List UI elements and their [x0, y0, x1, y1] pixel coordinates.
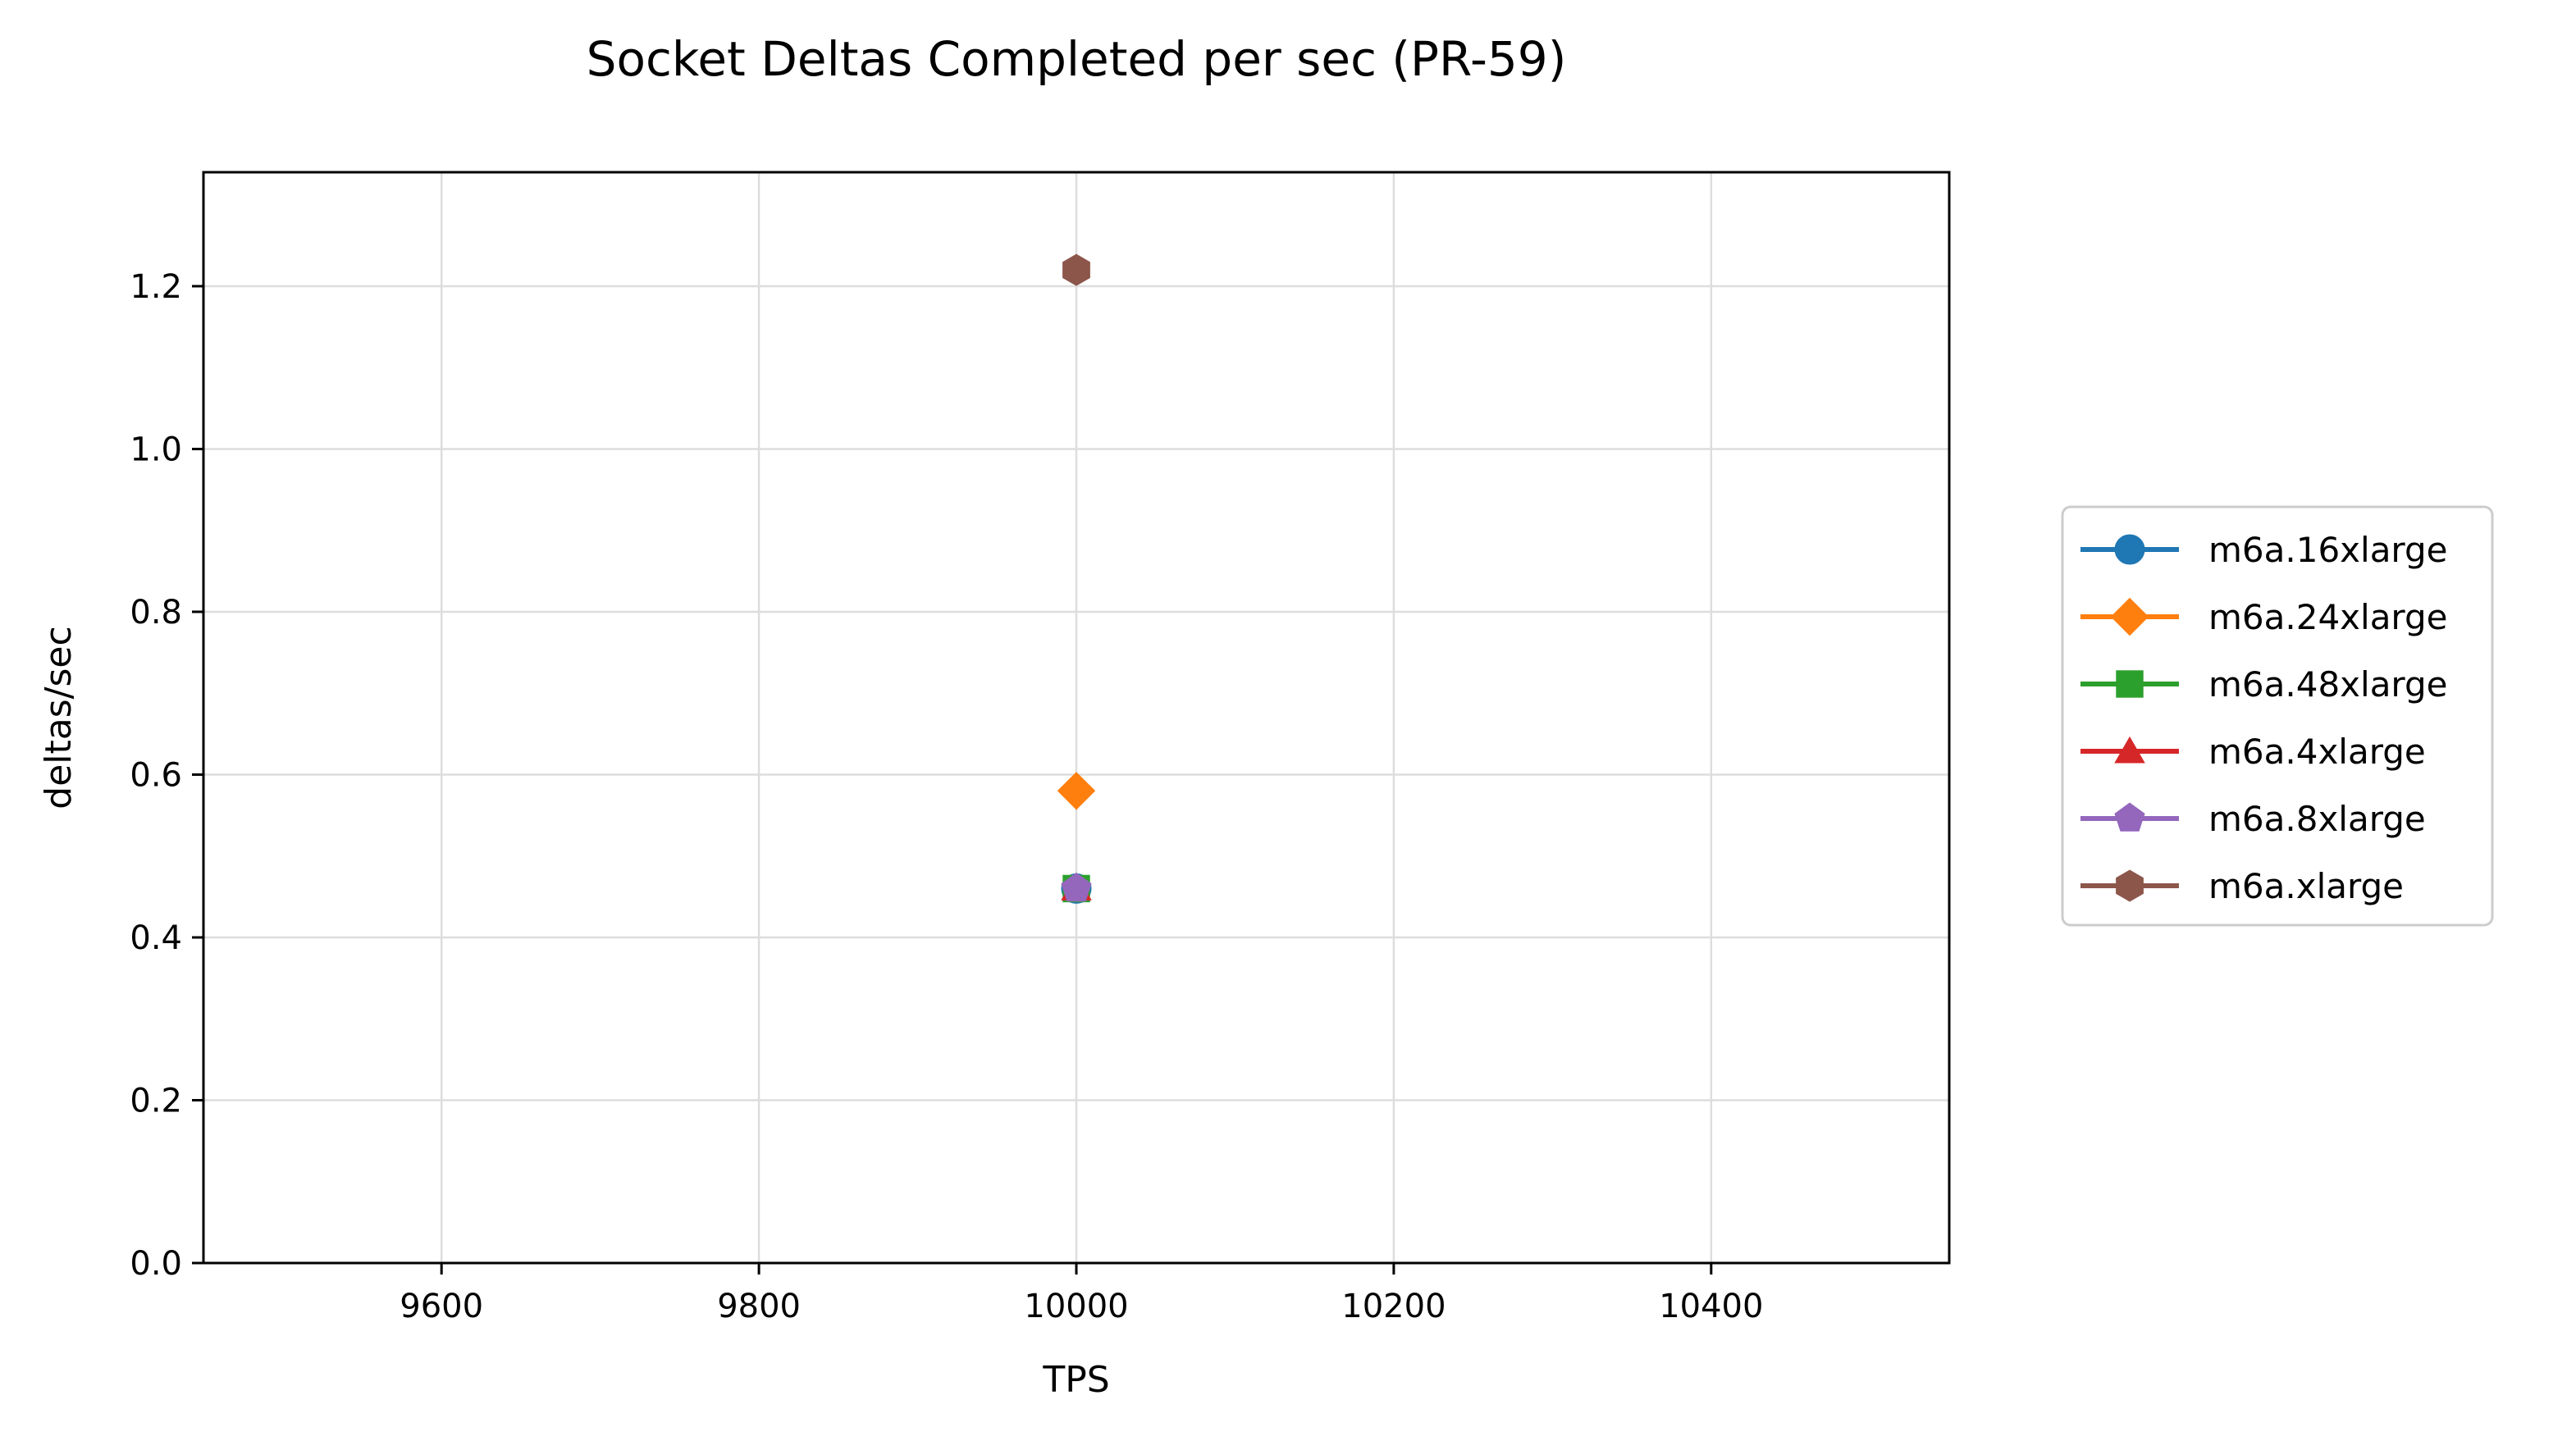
legend-item: m6a.24xlarge — [2080, 597, 2447, 637]
legend-label: m6a.16xlarge — [2208, 530, 2447, 570]
y-tick-label: 0.0 — [130, 1245, 182, 1283]
chart-title: Socket Deltas Completed per sec (PR-59) — [587, 31, 1567, 87]
legend-item: m6a.4xlarge — [2080, 732, 2426, 772]
x-tick-label: 10000 — [1024, 1288, 1128, 1325]
x-axis-label: TPS — [1042, 1359, 1109, 1401]
legend-label: m6a.8xlarge — [2208, 799, 2426, 839]
series-m6a.xlarge — [1062, 253, 1090, 286]
y-tick-label: 0.6 — [130, 756, 182, 794]
series-m6a.8xlarge — [1061, 872, 1092, 902]
y-tick-label: 0.8 — [130, 594, 182, 632]
series-markers — [1057, 253, 1096, 904]
legend-item: m6a.xlarge — [2080, 866, 2404, 906]
legend-label: m6a.4xlarge — [2208, 732, 2426, 772]
legend-item: m6a.8xlarge — [2080, 799, 2426, 839]
legend-marker-diamond — [2110, 597, 2149, 636]
legend-marker-triangle — [2114, 736, 2145, 764]
y-tick-label: 0.4 — [130, 919, 182, 957]
y-tick-label: 1.0 — [130, 431, 182, 468]
legend-label: m6a.24xlarge — [2208, 597, 2447, 637]
x-tick-label: 10200 — [1341, 1288, 1446, 1325]
legend-label: m6a.48xlarge — [2208, 664, 2447, 705]
legend-marker-pentagon — [2114, 802, 2145, 832]
y-axis-label: deltas/sec — [38, 626, 80, 809]
legend-marker-square — [2116, 670, 2144, 698]
legend-marker-circle — [2114, 534, 2145, 565]
legend-label: m6a.xlarge — [2208, 866, 2404, 906]
legend-marker-hexagon — [2116, 869, 2144, 902]
y-tick-label: 1.2 — [130, 268, 182, 306]
axis-ticks: 9600 9800 10000 10200 10400 0.0 0.2 0.4 0.6 0.8 1.… — [130, 268, 1763, 1325]
series-m6a.24xlarge — [1057, 772, 1096, 810]
legend-item: m6a.16xlarge — [2080, 530, 2447, 570]
x-tick-label: 9800 — [717, 1288, 801, 1325]
data-point-m6a.24xlarge — [1057, 772, 1096, 810]
x-tick-label: 10400 — [1659, 1288, 1763, 1325]
legend-item: m6a.48xlarge — [2080, 664, 2447, 705]
data-point-m6a.xlarge — [1062, 253, 1090, 286]
x-tick-label: 9600 — [400, 1288, 483, 1325]
grid-lines — [203, 172, 1949, 1265]
legend: m6a.16xlarge m6a.24xlarge m6a.48xlarge m6a.… — [2061, 505, 2494, 927]
y-tick-label: 0.2 — [130, 1082, 182, 1120]
data-point-m6a.8xlarge — [1061, 872, 1092, 902]
